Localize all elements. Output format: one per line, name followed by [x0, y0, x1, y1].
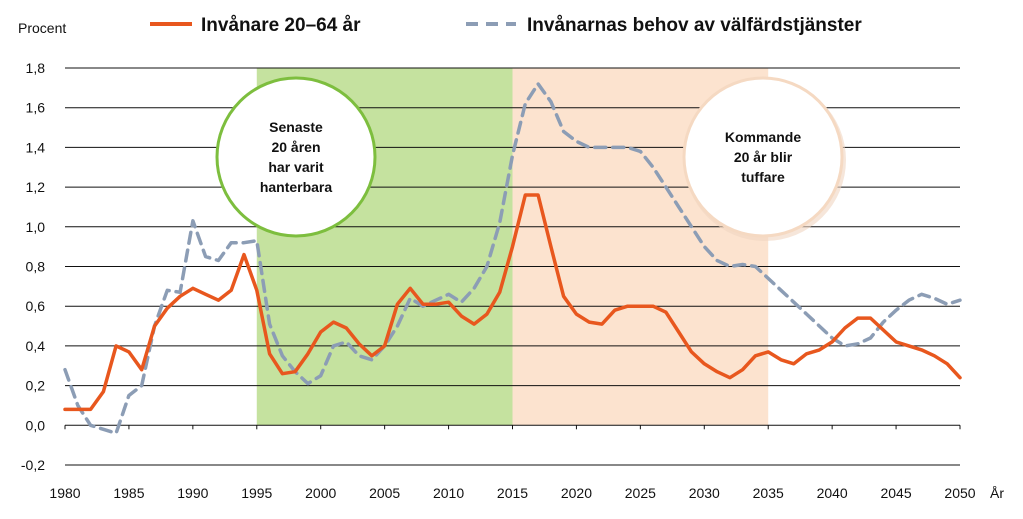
annotation-text: har varit [268, 159, 324, 175]
x-tick-label: 2005 [369, 485, 400, 501]
x-tick-label: 1985 [113, 485, 144, 501]
x-tick-label: 2050 [944, 485, 975, 501]
annotation-circle [215, 76, 377, 238]
annotation-text: 20 år blir [734, 149, 793, 165]
annotation-future: Kommande 20 år blir tuffare [682, 76, 846, 241]
y-tick-label: 1,0 [26, 219, 46, 235]
y-tick-label: 1,8 [26, 60, 46, 76]
y-tick-label: 0,2 [26, 378, 46, 394]
y-tick-label: 1,4 [26, 139, 46, 155]
y-tick-label: 0,6 [26, 298, 46, 314]
y-tick-label: 1,2 [26, 179, 46, 195]
series-line-welfare-needs [63, 82, 962, 435]
x-tick-label: 1995 [241, 485, 272, 501]
annotation-text: Kommande [725, 129, 801, 145]
y-tick-label: 0,8 [26, 259, 46, 275]
annotation-circle [682, 76, 844, 238]
annotation-text: 20 åren [271, 139, 320, 155]
x-tick-labels: 1980 1985 1990 1995 2000 2005 2010 2015 2020 2025… [49, 425, 976, 501]
legend-label-welfare-needs: Invånarnas behov av välfärdstjänster [527, 15, 862, 36]
x-tick-label: 2020 [561, 485, 592, 501]
annotation-past: Senaste 20 åren har varit hanterbara [215, 76, 377, 238]
x-tick-label: 2025 [625, 485, 656, 501]
y-axis-unit-label: Procent [18, 20, 66, 36]
x-tick-label: 2045 [880, 485, 911, 501]
annotation-text: tuffare [741, 169, 785, 185]
x-axis-unit-label: År [990, 485, 1004, 501]
annotation-text: Senaste [269, 119, 323, 135]
y-tick-labels: 1,8 1,6 1,4 1,2 1,0 0,8 0,6 0,4 0,2 0,0 -0,2 [21, 60, 45, 473]
x-tick-label: 2015 [497, 485, 528, 501]
legend: Invånare 20–64 år Invånarnas behov av vä… [150, 15, 862, 36]
series-line-inhabitants [63, 193, 962, 412]
x-tick-label: 2010 [433, 485, 464, 501]
y-tick-label: -0,2 [21, 457, 45, 473]
x-tick-label: 2040 [817, 485, 848, 501]
y-tick-label: 0,0 [26, 417, 46, 433]
y-tick-label: 0,4 [26, 338, 46, 354]
annotation-text: hanterbara [260, 179, 333, 195]
series-lines [63, 82, 962, 435]
x-tick-label: 1990 [177, 485, 208, 501]
legend-label-inhabitants: Invånare 20–64 år [201, 15, 361, 36]
y-tick-label: 1,6 [26, 100, 46, 116]
x-tick-label: 2035 [753, 485, 784, 501]
x-tick-label: 2030 [689, 485, 720, 501]
annotations: Senaste 20 åren har varit hanterbara Kommand… [215, 76, 846, 241]
x-tick-label: 1980 [49, 485, 80, 501]
x-tick-label: 2000 [305, 485, 336, 501]
